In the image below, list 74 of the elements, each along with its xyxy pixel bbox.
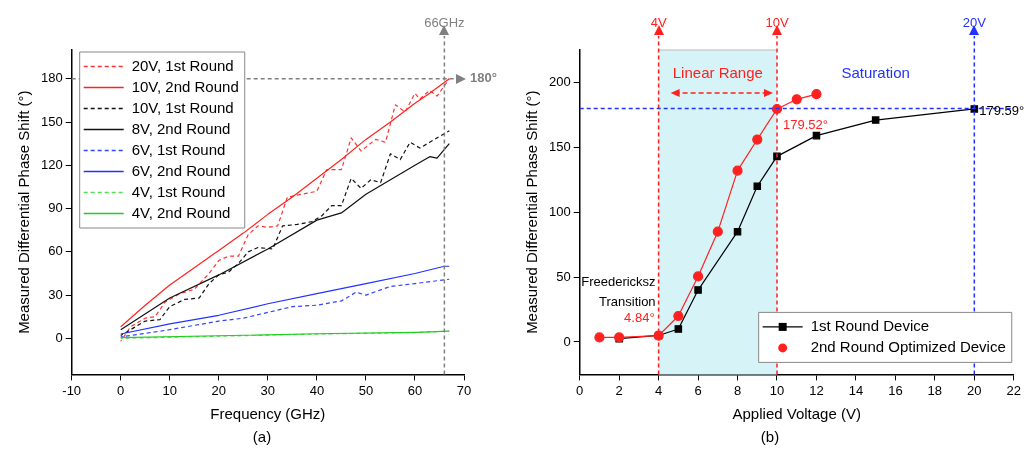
point xyxy=(791,94,802,105)
point xyxy=(594,332,605,343)
y-axis-title: Measured Differential Phase Shift (°) xyxy=(15,90,33,334)
x-tick-label: 18 xyxy=(927,382,943,398)
point xyxy=(712,226,723,237)
annotation: Freedericksz Transition xyxy=(581,274,656,310)
legend-label: 4V, 2nd Round xyxy=(131,203,231,221)
ref-line-label: 180° xyxy=(470,70,497,86)
x-tick-label: 22 xyxy=(1006,382,1021,398)
x-tick-label: 4 xyxy=(655,382,663,398)
x-axis-title: Applied Voltage (V) xyxy=(732,405,861,423)
x-tick-label: 20 xyxy=(967,382,982,398)
y-tick-label: 100 xyxy=(548,203,571,219)
legend-label: 1st Round Device xyxy=(810,317,930,335)
y-tick-label: 120 xyxy=(40,156,63,172)
point xyxy=(692,271,704,282)
line-series xyxy=(120,330,450,339)
x-tick-label: 0 xyxy=(576,382,584,398)
y-tick-label: 200 xyxy=(548,74,571,90)
x-tick-label: 50 xyxy=(358,382,374,398)
y-axis-title: Measured Differential Phase Shift (°) xyxy=(523,90,541,334)
annotation: 4.84° xyxy=(624,310,655,326)
text: (b) xyxy=(759,428,781,445)
y-tick-label: 0 xyxy=(563,333,571,349)
legend-label: 20V, 1st Round xyxy=(131,56,234,74)
legend-label: 6V, 2nd Round xyxy=(131,161,231,179)
x-tick-label: -10 xyxy=(62,382,82,398)
legend-label: 8V, 2nd Round xyxy=(131,119,231,137)
x-tick-label: 70 xyxy=(456,382,472,398)
band-label: Linear Range xyxy=(672,64,763,82)
x-tick-label: 16 xyxy=(888,382,903,398)
point xyxy=(753,182,762,191)
x-tick-label: 40 xyxy=(309,382,325,398)
point xyxy=(811,89,822,100)
legend-label: 10V, 2nd Round xyxy=(131,77,239,95)
text: (a) xyxy=(251,428,273,445)
x-tick-label: 10 xyxy=(769,382,785,398)
annotation: Saturation xyxy=(841,64,910,82)
legend-label: 6V, 1st Round xyxy=(131,140,226,158)
x-tick-label: 6 xyxy=(694,382,702,398)
point xyxy=(732,165,743,176)
y-tick-label: 60 xyxy=(48,243,63,259)
annotation: 179.52° xyxy=(783,116,828,132)
x-tick-label: 8 xyxy=(733,382,742,398)
y-tick-label: 50 xyxy=(556,268,571,284)
point xyxy=(674,325,683,333)
x-tick-label: 20 xyxy=(211,382,227,398)
x-tick-label: 2 xyxy=(615,382,623,398)
ref-line-label: 20V xyxy=(962,15,987,31)
y-tick-label: 90 xyxy=(48,200,63,216)
y-tick-label: 180 xyxy=(40,70,63,86)
point xyxy=(752,134,763,145)
y-tick-label: 30 xyxy=(48,286,63,302)
annotation: 179.59° xyxy=(979,102,1025,118)
point xyxy=(694,286,702,294)
x-axis-title: Frequency (GHz) xyxy=(210,405,326,423)
ref-line-label: 4V xyxy=(650,15,667,31)
point xyxy=(871,116,880,124)
y-tick-label: 150 xyxy=(40,113,63,129)
x-tick-label: 12 xyxy=(809,382,824,398)
y-tick-label: 0 xyxy=(55,329,63,345)
x-tick-label: 14 xyxy=(848,382,864,398)
point xyxy=(673,310,684,322)
legend-label: 2nd Round Optimized Device xyxy=(810,338,1006,356)
line-series xyxy=(120,278,450,338)
ref-line-label: 10V xyxy=(765,15,789,31)
legend-label: 4V, 1st Round xyxy=(131,182,226,200)
x-tick-label: 30 xyxy=(260,382,276,398)
x-tick-label: 0 xyxy=(117,382,125,398)
ref-line-label: 66GHz xyxy=(424,15,465,31)
x-tick-label: 10 xyxy=(162,382,177,398)
legend-label: 10V, 1st Round xyxy=(131,98,234,116)
y-tick-label: 150 xyxy=(548,138,571,154)
x-tick-label: 60 xyxy=(407,382,423,398)
